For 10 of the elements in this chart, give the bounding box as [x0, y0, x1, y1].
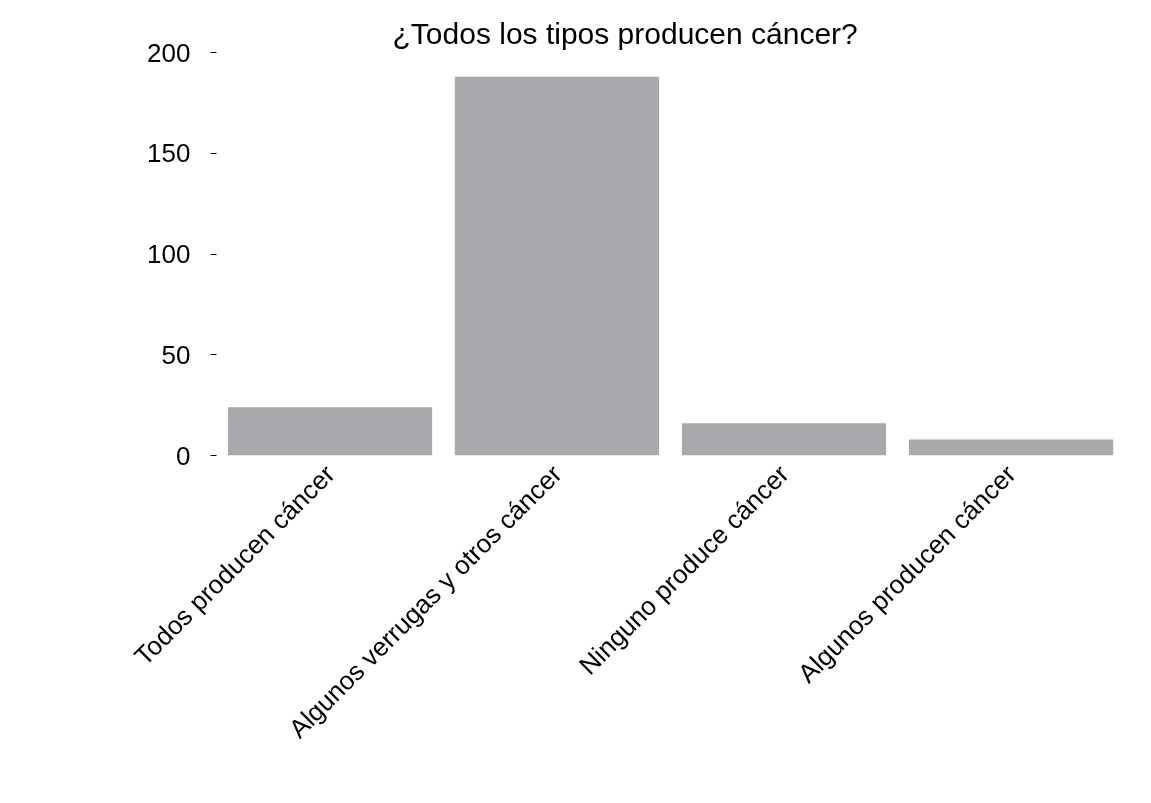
bar — [454, 76, 660, 456]
bar — [681, 423, 887, 456]
bar — [227, 407, 433, 456]
y-tick-label: 200 — [147, 37, 191, 68]
bar — [908, 439, 1114, 456]
chart-title: ¿Todos los tipos producen cáncer? — [392, 16, 858, 50]
y-tick-label: 100 — [147, 239, 191, 269]
y-tick-label: 50 — [161, 339, 191, 370]
y-tick-label: 150 — [147, 138, 191, 169]
y-tick-label: 0 — [176, 440, 191, 471]
